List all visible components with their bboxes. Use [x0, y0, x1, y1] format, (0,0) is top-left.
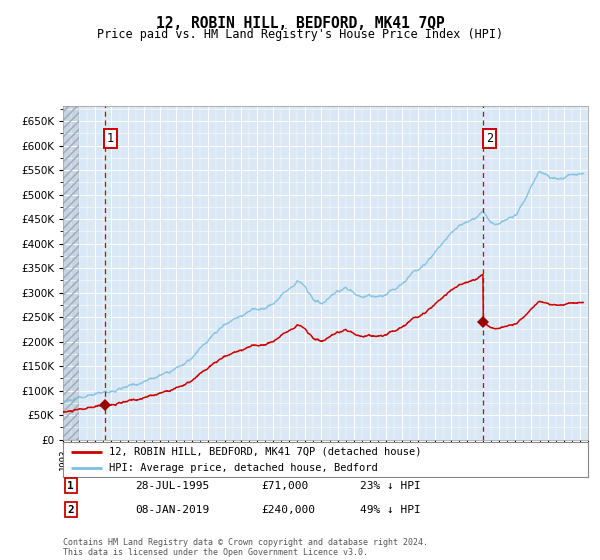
Text: £71,000: £71,000	[261, 480, 308, 491]
Text: 23% ↓ HPI: 23% ↓ HPI	[360, 480, 421, 491]
Text: £240,000: £240,000	[261, 505, 315, 515]
Text: 08-JAN-2019: 08-JAN-2019	[135, 505, 209, 515]
Text: 12, ROBIN HILL, BEDFORD, MK41 7QP: 12, ROBIN HILL, BEDFORD, MK41 7QP	[155, 16, 445, 31]
Text: 1: 1	[67, 480, 74, 491]
Text: Price paid vs. HM Land Registry's House Price Index (HPI): Price paid vs. HM Land Registry's House …	[97, 28, 503, 41]
Text: HPI: Average price, detached house, Bedford: HPI: Average price, detached house, Bedf…	[109, 463, 378, 473]
Text: 2: 2	[67, 505, 74, 515]
Text: Contains HM Land Registry data © Crown copyright and database right 2024.
This d: Contains HM Land Registry data © Crown c…	[63, 538, 428, 557]
Bar	[63, 106, 79, 440]
Bar	[63, 106, 79, 440]
Text: 12, ROBIN HILL, BEDFORD, MK41 7QP (detached house): 12, ROBIN HILL, BEDFORD, MK41 7QP (detac…	[109, 447, 422, 457]
Text: 49% ↓ HPI: 49% ↓ HPI	[360, 505, 421, 515]
Text: 1: 1	[107, 132, 114, 144]
Text: 28-JUL-1995: 28-JUL-1995	[135, 480, 209, 491]
Text: 2: 2	[486, 132, 493, 144]
